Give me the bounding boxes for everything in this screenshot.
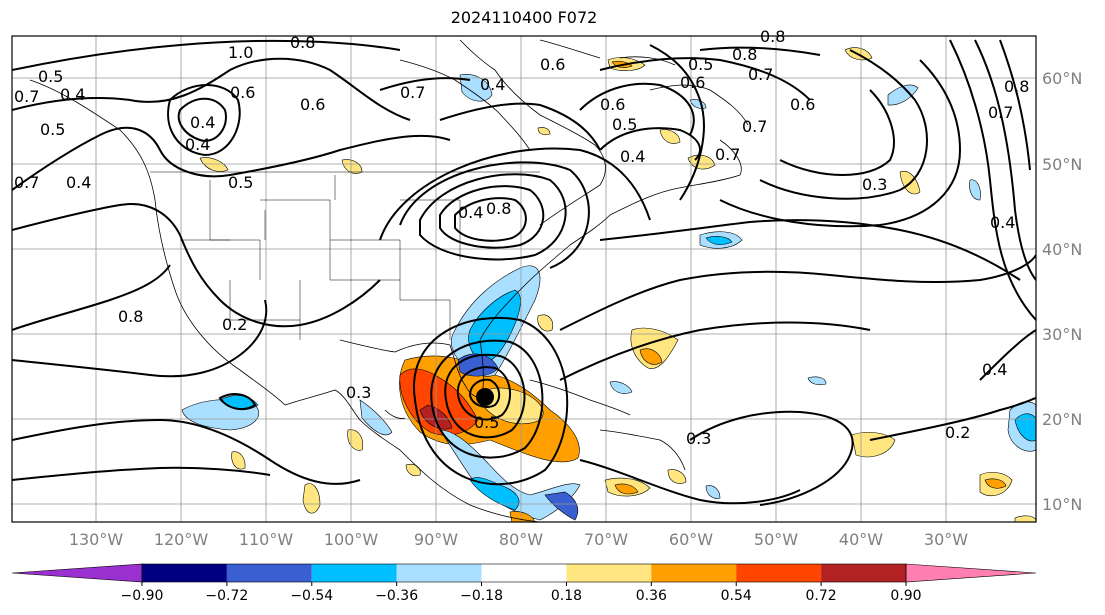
map-frame [11, 35, 1037, 523]
colorbar-segment [566, 564, 652, 582]
colorbar-segment [311, 564, 397, 582]
political-borders [150, 171, 540, 340]
colorbar-tick-label: −0.72 [205, 588, 248, 604]
colorbar-segment [651, 564, 737, 582]
colorbar-segment [226, 564, 312, 582]
lon-label: 60°W [669, 530, 713, 549]
contour-lines [12, 39, 1036, 506]
contour-label: 0.8 [732, 45, 757, 64]
contour-label: 0.8 [290, 33, 315, 52]
lat-label: 50°N [1042, 155, 1082, 174]
contour-label: 0.4 [66, 173, 91, 192]
colorbar-tick-label: 0.90 [890, 588, 921, 604]
contour-label: 0.4 [990, 213, 1015, 232]
contour-label: 0.3 [346, 383, 371, 402]
contour-label: 0.6 [790, 95, 815, 114]
colorbar-outline [141, 563, 907, 583]
lat-label: 60°N [1042, 69, 1082, 88]
contour-label: 0.3 [862, 175, 887, 194]
contour-label: 0.2 [222, 315, 247, 334]
colorbar-segment [11, 563, 143, 583]
colorbar-segment [142, 564, 227, 582]
longitude-labels: 130°W 120°W 110°W 100°W 90°W 80°W 70°W 6… [69, 530, 968, 549]
contour-label: 0.7 [988, 103, 1013, 122]
colorbar-tick-label: 0.54 [721, 588, 752, 604]
colorbar: −0.90 −0.72 −0.54 −0.36 −0.18 0.18 0.36 0.54 0.7… [11, 563, 1037, 604]
contour-label: 0.5 [474, 413, 499, 432]
contour-label: 0.8 [1004, 77, 1029, 96]
contour-label: 0.7 [748, 65, 773, 84]
contour-label: 0.4 [620, 147, 645, 166]
contour-label: 0.5 [228, 173, 253, 192]
contour-label: 0.4 [982, 360, 1007, 379]
lon-label: 110°W [239, 530, 294, 549]
contour-label: 0.6 [600, 95, 625, 114]
contour-label: 0.5 [688, 55, 713, 74]
colorbar-segment [481, 564, 567, 582]
colorbar-tick-label: −0.54 [290, 588, 333, 604]
contour-label: 0.7 [400, 83, 425, 102]
contour-label: 0.6 [540, 55, 565, 74]
colorbar-segment [736, 564, 822, 582]
colorbar-tick-label: 0.36 [636, 588, 667, 604]
colorbar-tick-label: −0.36 [375, 588, 418, 604]
colorbar-tick-label: −0.90 [121, 588, 164, 604]
lon-label: 130°W [69, 530, 124, 549]
lat-label: 30°N [1042, 325, 1082, 344]
map-title: 2024110400 F072 [450, 8, 598, 27]
contour-label: 0.6 [230, 83, 255, 102]
contour-label: 0.2 [945, 423, 970, 442]
lon-label: 80°W [499, 530, 543, 549]
contour-label: 0.7 [742, 117, 767, 136]
contour-label: 0.6 [680, 73, 705, 92]
contour-label-group: 1.0 0.8 0.5 0.4 0.7 0.6 0.4 0.7 0.4 0.5 … [14, 27, 1029, 448]
contour-label: 0.4 [190, 113, 215, 132]
colorbar-segment [821, 564, 906, 582]
storm-center-marker [476, 388, 494, 406]
contour-label: 0.5 [40, 120, 65, 139]
colorbar-tick-label: −0.18 [460, 588, 503, 604]
contour-label: 0.4 [480, 75, 505, 94]
lon-label: 120°W [154, 530, 209, 549]
contour-label: 0.5 [612, 115, 637, 134]
contour-label: 1.0 [228, 43, 253, 62]
contour-label: 0.8 [118, 307, 143, 326]
lon-label: 70°W [584, 530, 628, 549]
latitude-labels: 60°N 50°N 40°N 30°N 20°N 10°N [1042, 69, 1082, 514]
colorbar-segment [905, 563, 1037, 583]
contour-label: 0.4 [60, 85, 85, 104]
contour-label: 0.5 [38, 67, 63, 86]
lon-label: 90°W [414, 530, 458, 549]
contour-label: 0.4 [185, 135, 210, 154]
lat-label: 20°N [1042, 410, 1082, 429]
contour-label: 0.7 [715, 145, 740, 164]
contour-label: 0.7 [14, 87, 39, 106]
contour-label: 0.3 [686, 429, 711, 448]
colorbar-segment [396, 564, 482, 582]
contour-label: 0.6 [300, 95, 325, 114]
colorbar-tick-label: 0.72 [806, 588, 837, 604]
contour-label: 0.7 [14, 173, 39, 192]
lat-label: 10°N [1042, 495, 1082, 514]
lon-label: 50°W [754, 530, 798, 549]
contour-label: 0.8 [486, 199, 511, 218]
contour-label: 0.4 [458, 203, 483, 222]
graticule [12, 36, 1036, 522]
lat-label: 40°N [1042, 240, 1082, 259]
colorbar-tick-label: 0.18 [551, 588, 582, 604]
lon-label: 30°W [924, 530, 968, 549]
lon-label: 100°W [324, 530, 379, 549]
lon-label: 40°W [839, 530, 883, 549]
